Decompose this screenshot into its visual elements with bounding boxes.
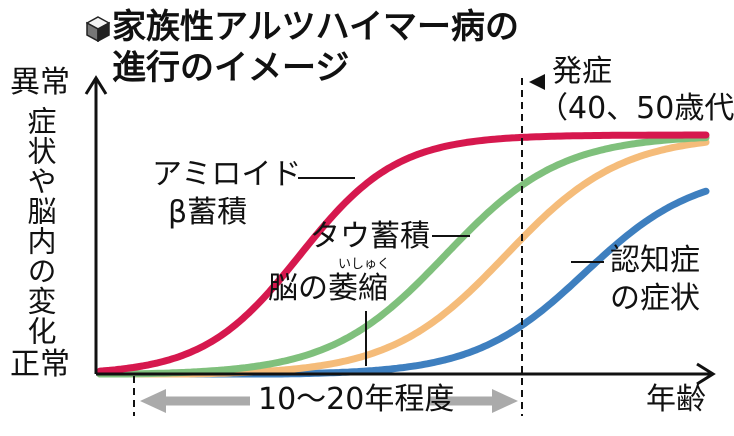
onset-marker-icon [529, 74, 545, 90]
label-amyloid-beta: β蓄積 [168, 195, 248, 230]
y-top-label: 異常 [10, 65, 70, 100]
label-atrophy: 脳の萎縮 [268, 271, 388, 306]
label-atrophy-ruby: いしゅく [338, 257, 391, 272]
series-line-tau [96, 134, 710, 378]
label-symptoms-line1: 認知症 [610, 243, 700, 278]
y-axis-label: 症状や脳内の変化 [23, 106, 57, 346]
y-axis-arrowhead [84, 75, 108, 95]
series-line-amyloid [96, 131, 710, 375]
onset-label: 発症 [552, 54, 612, 89]
x-axis-label: 年齢 [646, 382, 706, 417]
label-amyloid: アミロイド [152, 157, 302, 192]
span-arrow [140, 389, 518, 413]
cube-icon [86, 16, 110, 42]
label-tau: タウ蓄積 [310, 219, 430, 254]
chart-title-line1: 家族性アルツハイマー病の [112, 7, 519, 47]
y-bottom-label: 正常 [10, 347, 70, 382]
chart-title-line2: 進行のイメージ [112, 48, 350, 88]
x-axis-arrowhead [696, 362, 716, 386]
span-label: 10〜20年程度 [258, 382, 455, 417]
label-leaders [298, 177, 604, 366]
onset-age-label: （40、50歳代） [538, 91, 734, 126]
label-symptoms-line2: の症状 [610, 281, 700, 316]
